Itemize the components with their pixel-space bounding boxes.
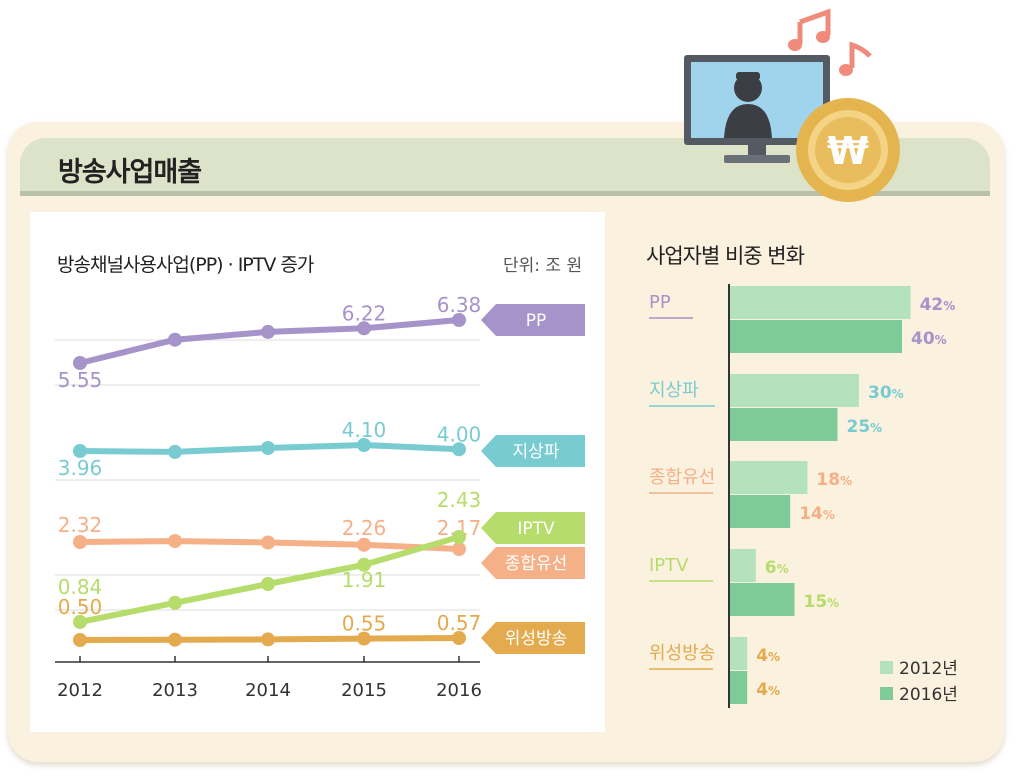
series-tag-label: PP	[526, 311, 547, 331]
bar-chart-title: 사업자별 비중 변화	[646, 244, 805, 268]
music-note-icon	[788, 8, 831, 51]
data-point	[168, 444, 182, 459]
data-point	[168, 332, 182, 347]
bar-value-label: 25%	[847, 417, 883, 437]
bar	[730, 408, 838, 441]
data-point	[261, 441, 275, 455]
series-tag-label: 지상파	[513, 442, 560, 462]
x-tick-label: 2013	[152, 680, 198, 701]
series-tag-지상파	[481, 435, 585, 467]
won-coin-icon: ₩	[796, 98, 900, 202]
data-point	[357, 537, 371, 552]
bar	[730, 495, 791, 528]
category-label: PP	[649, 292, 671, 313]
x-tick-label: 2016	[436, 680, 482, 701]
data-point	[168, 595, 182, 610]
x-tick-label: 2012	[57, 680, 103, 701]
data-label: 5.55	[58, 368, 103, 392]
series-tag-label: 종합유선	[505, 554, 568, 574]
data-point	[73, 615, 87, 629]
legend-swatch	[880, 661, 893, 674]
unit-label: 단위: 조 원	[503, 256, 583, 276]
series-tag-위성방송	[481, 622, 585, 654]
category-label: 지상파	[649, 380, 699, 401]
bar	[730, 583, 795, 616]
data-label: 2.26	[342, 516, 387, 540]
series-tag-IPTV	[481, 512, 585, 544]
data-label: 6.22	[342, 301, 387, 325]
bar-value-label: 18%	[816, 470, 852, 490]
data-point	[357, 321, 371, 336]
bar	[730, 374, 859, 407]
data-label: 2.32	[58, 513, 103, 537]
data-point	[452, 313, 466, 327]
bar-value-label: 4%	[756, 680, 780, 700]
category-label: IPTV	[649, 555, 689, 576]
data-label: 0.57	[437, 611, 482, 635]
data-point	[261, 577, 275, 591]
bar	[730, 320, 902, 353]
bar-value-label: 14%	[799, 504, 835, 524]
page-title: 방송사업매출	[58, 157, 202, 188]
data-point	[261, 324, 275, 339]
data-point	[357, 631, 371, 646]
data-point	[452, 631, 466, 645]
category-label: 종합유선	[649, 467, 715, 488]
svg-text:₩: ₩	[827, 129, 869, 173]
legend-swatch	[880, 687, 893, 700]
data-label: 1.91	[342, 568, 387, 592]
x-tick-label: 2014	[245, 680, 291, 701]
bar-value-label: 40%	[911, 329, 947, 349]
bar-value-label: 6%	[765, 558, 789, 578]
data-point	[452, 442, 466, 457]
bar-value-label: 15%	[804, 592, 840, 612]
data-label: 0.55	[342, 612, 387, 636]
music-note-icon	[839, 41, 872, 76]
data-point	[261, 632, 275, 647]
data-label: 3.96	[58, 456, 103, 480]
bar	[730, 461, 808, 494]
bar-value-label: 4%	[756, 646, 780, 666]
legend-label: 2012년	[899, 659, 958, 679]
bar	[730, 637, 748, 670]
legend-label: 2016년	[899, 685, 958, 705]
bar	[730, 671, 748, 704]
series-tag-label: IPTV	[517, 519, 555, 539]
bar-value-label: 42%	[920, 295, 956, 315]
line-chart-title: 방송채널사용사업(PP) · IPTV 증가	[57, 254, 314, 276]
data-point	[357, 438, 371, 452]
data-label: 4.10	[342, 418, 387, 442]
data-point	[452, 530, 466, 544]
data-point	[168, 534, 182, 549]
series-tag-PP	[481, 304, 585, 336]
data-point	[73, 535, 87, 549]
data-point	[261, 535, 275, 550]
series-tag-종합유선	[481, 547, 585, 579]
bar	[730, 549, 756, 582]
data-label: 2.43	[437, 488, 482, 512]
data-point	[168, 632, 182, 647]
category-label: 위성방송	[649, 643, 715, 664]
tv-icon	[684, 55, 830, 163]
data-label: 4.00	[437, 422, 482, 446]
data-point	[452, 542, 466, 556]
data-point	[357, 557, 371, 572]
data-point	[73, 356, 87, 370]
data-point	[73, 444, 87, 458]
x-tick-label: 2015	[341, 680, 387, 701]
data-label: 0.84	[58, 575, 103, 599]
data-label: 6.38	[437, 293, 482, 317]
series-tag-label: 위성방송	[505, 629, 568, 649]
data-point	[73, 633, 87, 647]
bar-value-label: 30%	[868, 383, 904, 403]
bar	[730, 286, 911, 319]
